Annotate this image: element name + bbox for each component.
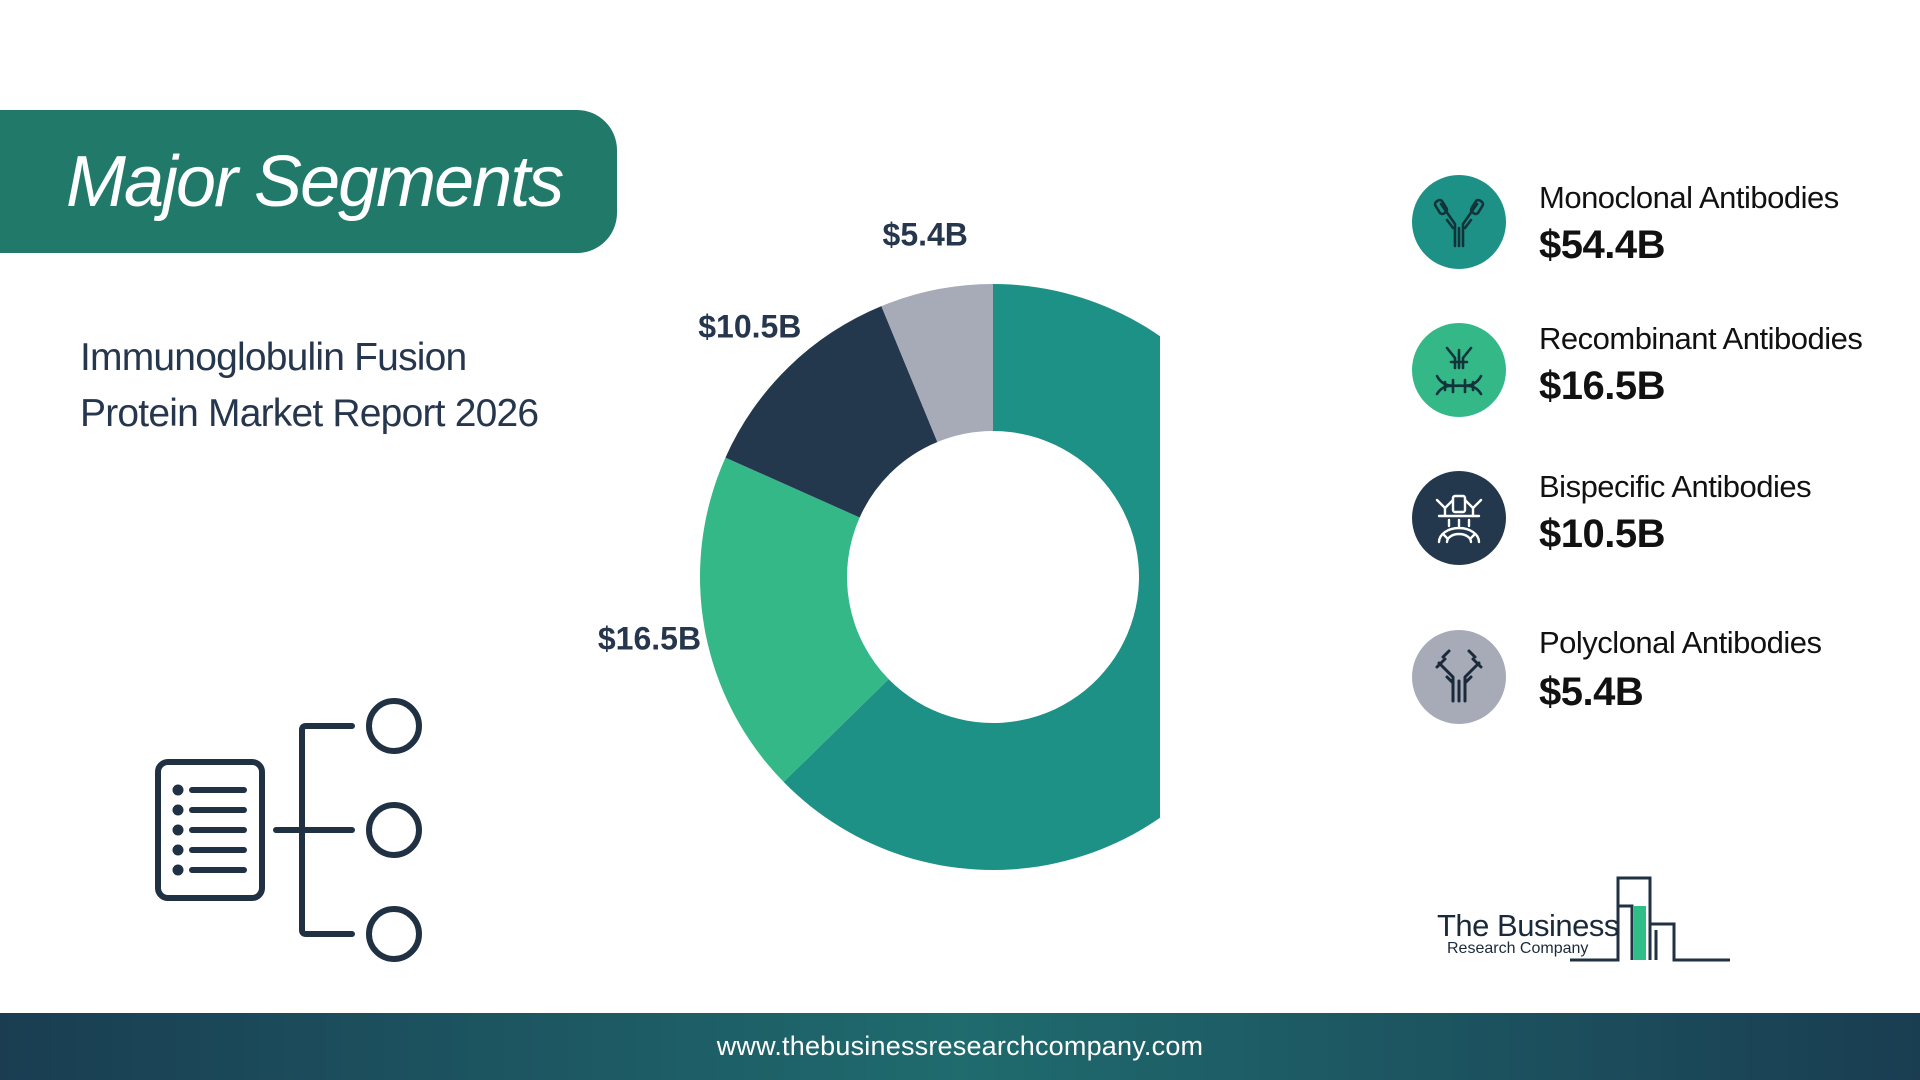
footer-url[interactable]: www.thebusinessresearchcompany.com — [716, 1031, 1204, 1061]
legend-name: Polyclonal Antibodies — [1539, 625, 1822, 660]
donut-slice-label-4: $5.4B — [883, 220, 968, 253]
legend-value: $10.5B — [1539, 512, 1665, 556]
report-subtitle-line2: Protein Market Report 2026 — [80, 392, 539, 435]
donut-slice-label-2: $16.5B — [598, 621, 701, 657]
legend-value: $16.5B — [1539, 364, 1665, 408]
antibody-icon — [1412, 175, 1506, 269]
logo-text-sub: Research Company — [1447, 940, 1589, 957]
recombinant-dna-icon — [1412, 323, 1506, 417]
logo-text-main: The Business — [1437, 908, 1619, 943]
legend-name: Recombinant Antibodies — [1539, 321, 1863, 356]
report-subtitle: Immunoglobulin Fusion Protein Market Rep… — [80, 330, 600, 442]
title-banner: Major Segments — [0, 110, 617, 253]
legend-value: $54.4B — [1539, 223, 1665, 267]
legend-item-bispecific: Bispecific Antibodies $10.5B — [1412, 469, 1912, 571]
legend-value: $5.4B — [1539, 670, 1644, 714]
donut-slice-2 — [700, 457, 889, 782]
legend-item-polyclonal: Polyclonal Antibodies $5.4B — [1412, 625, 1912, 730]
page-title: Major Segments — [66, 141, 564, 222]
report-subtitle-line1: Immunoglobulin Fusion — [80, 336, 467, 379]
footer: www.thebusinessresearchcompany.com — [0, 1013, 1920, 1080]
donut-slice-1 — [783, 284, 1160, 870]
donut-slice-label-3: $10.5B — [698, 309, 801, 345]
bispecific-antibody-icon — [1412, 471, 1506, 565]
legend-item-monoclonal: Monoclonal Antibodies $54.4B — [1412, 175, 1912, 275]
polyclonal-antibody-icon — [1412, 630, 1506, 724]
legend-item-recombinant: Recombinant Antibodies $16.5B — [1412, 321, 1912, 423]
company-logo: The Business Research Company — [1430, 870, 1750, 970]
donut-slice-4 — [881, 284, 993, 443]
logo-buildings-icon — [1570, 876, 1730, 962]
legend-name: Bispecific Antibodies — [1539, 469, 1812, 504]
donut-slice-3 — [725, 306, 938, 518]
hierarchy-list-icon — [155, 698, 422, 962]
legend-name: Monoclonal Antibodies — [1539, 180, 1839, 215]
donut-chart: $54.4B$16.5B$10.5B$5.4B — [598, 220, 1160, 870]
